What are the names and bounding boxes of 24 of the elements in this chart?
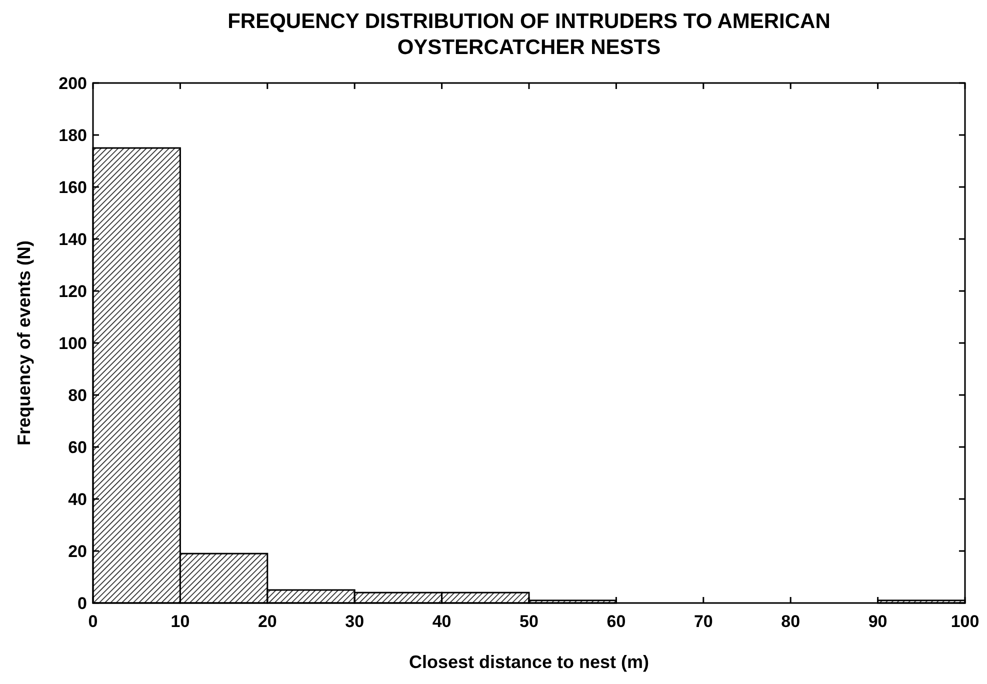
y-tick-label: 200: [58, 74, 87, 93]
y-tick-label: 80: [68, 386, 87, 405]
y-tick-label: 140: [58, 230, 87, 249]
y-tick-label: 120: [58, 282, 87, 301]
x-tick-label: 40: [432, 612, 452, 631]
x-tick-label: 70: [694, 612, 713, 631]
y-tick-label: 0: [78, 594, 87, 613]
x-tick-label: 30: [345, 612, 364, 631]
x-tick-label: 80: [781, 612, 800, 631]
x-tick-label: 60: [606, 612, 626, 631]
y-tick-label: 100: [58, 334, 87, 353]
x-tick-label: 90: [868, 612, 888, 631]
y-tick-label: 160: [58, 178, 87, 197]
y-tick-label: 20: [68, 542, 87, 561]
x-tick-label: 100: [950, 612, 980, 631]
y-tick-label: 60: [68, 438, 87, 457]
x-axis-title: Closest distance to nest (m): [408, 652, 650, 672]
y-tick-label: 180: [58, 126, 87, 145]
y-tick-label: 40: [68, 490, 87, 509]
x-tick-label: 50: [520, 612, 538, 631]
y-axis-title: Frequency of events (N): [14, 240, 34, 446]
chart-title: FREQUENCY DISTRIBUTION OF INTRUDERS TO AMERICAN OYSTERCATCHER NESTS: [228, 10, 830, 59]
x-tick-label: 20: [258, 612, 277, 631]
x-tick-label: 10: [170, 612, 190, 631]
